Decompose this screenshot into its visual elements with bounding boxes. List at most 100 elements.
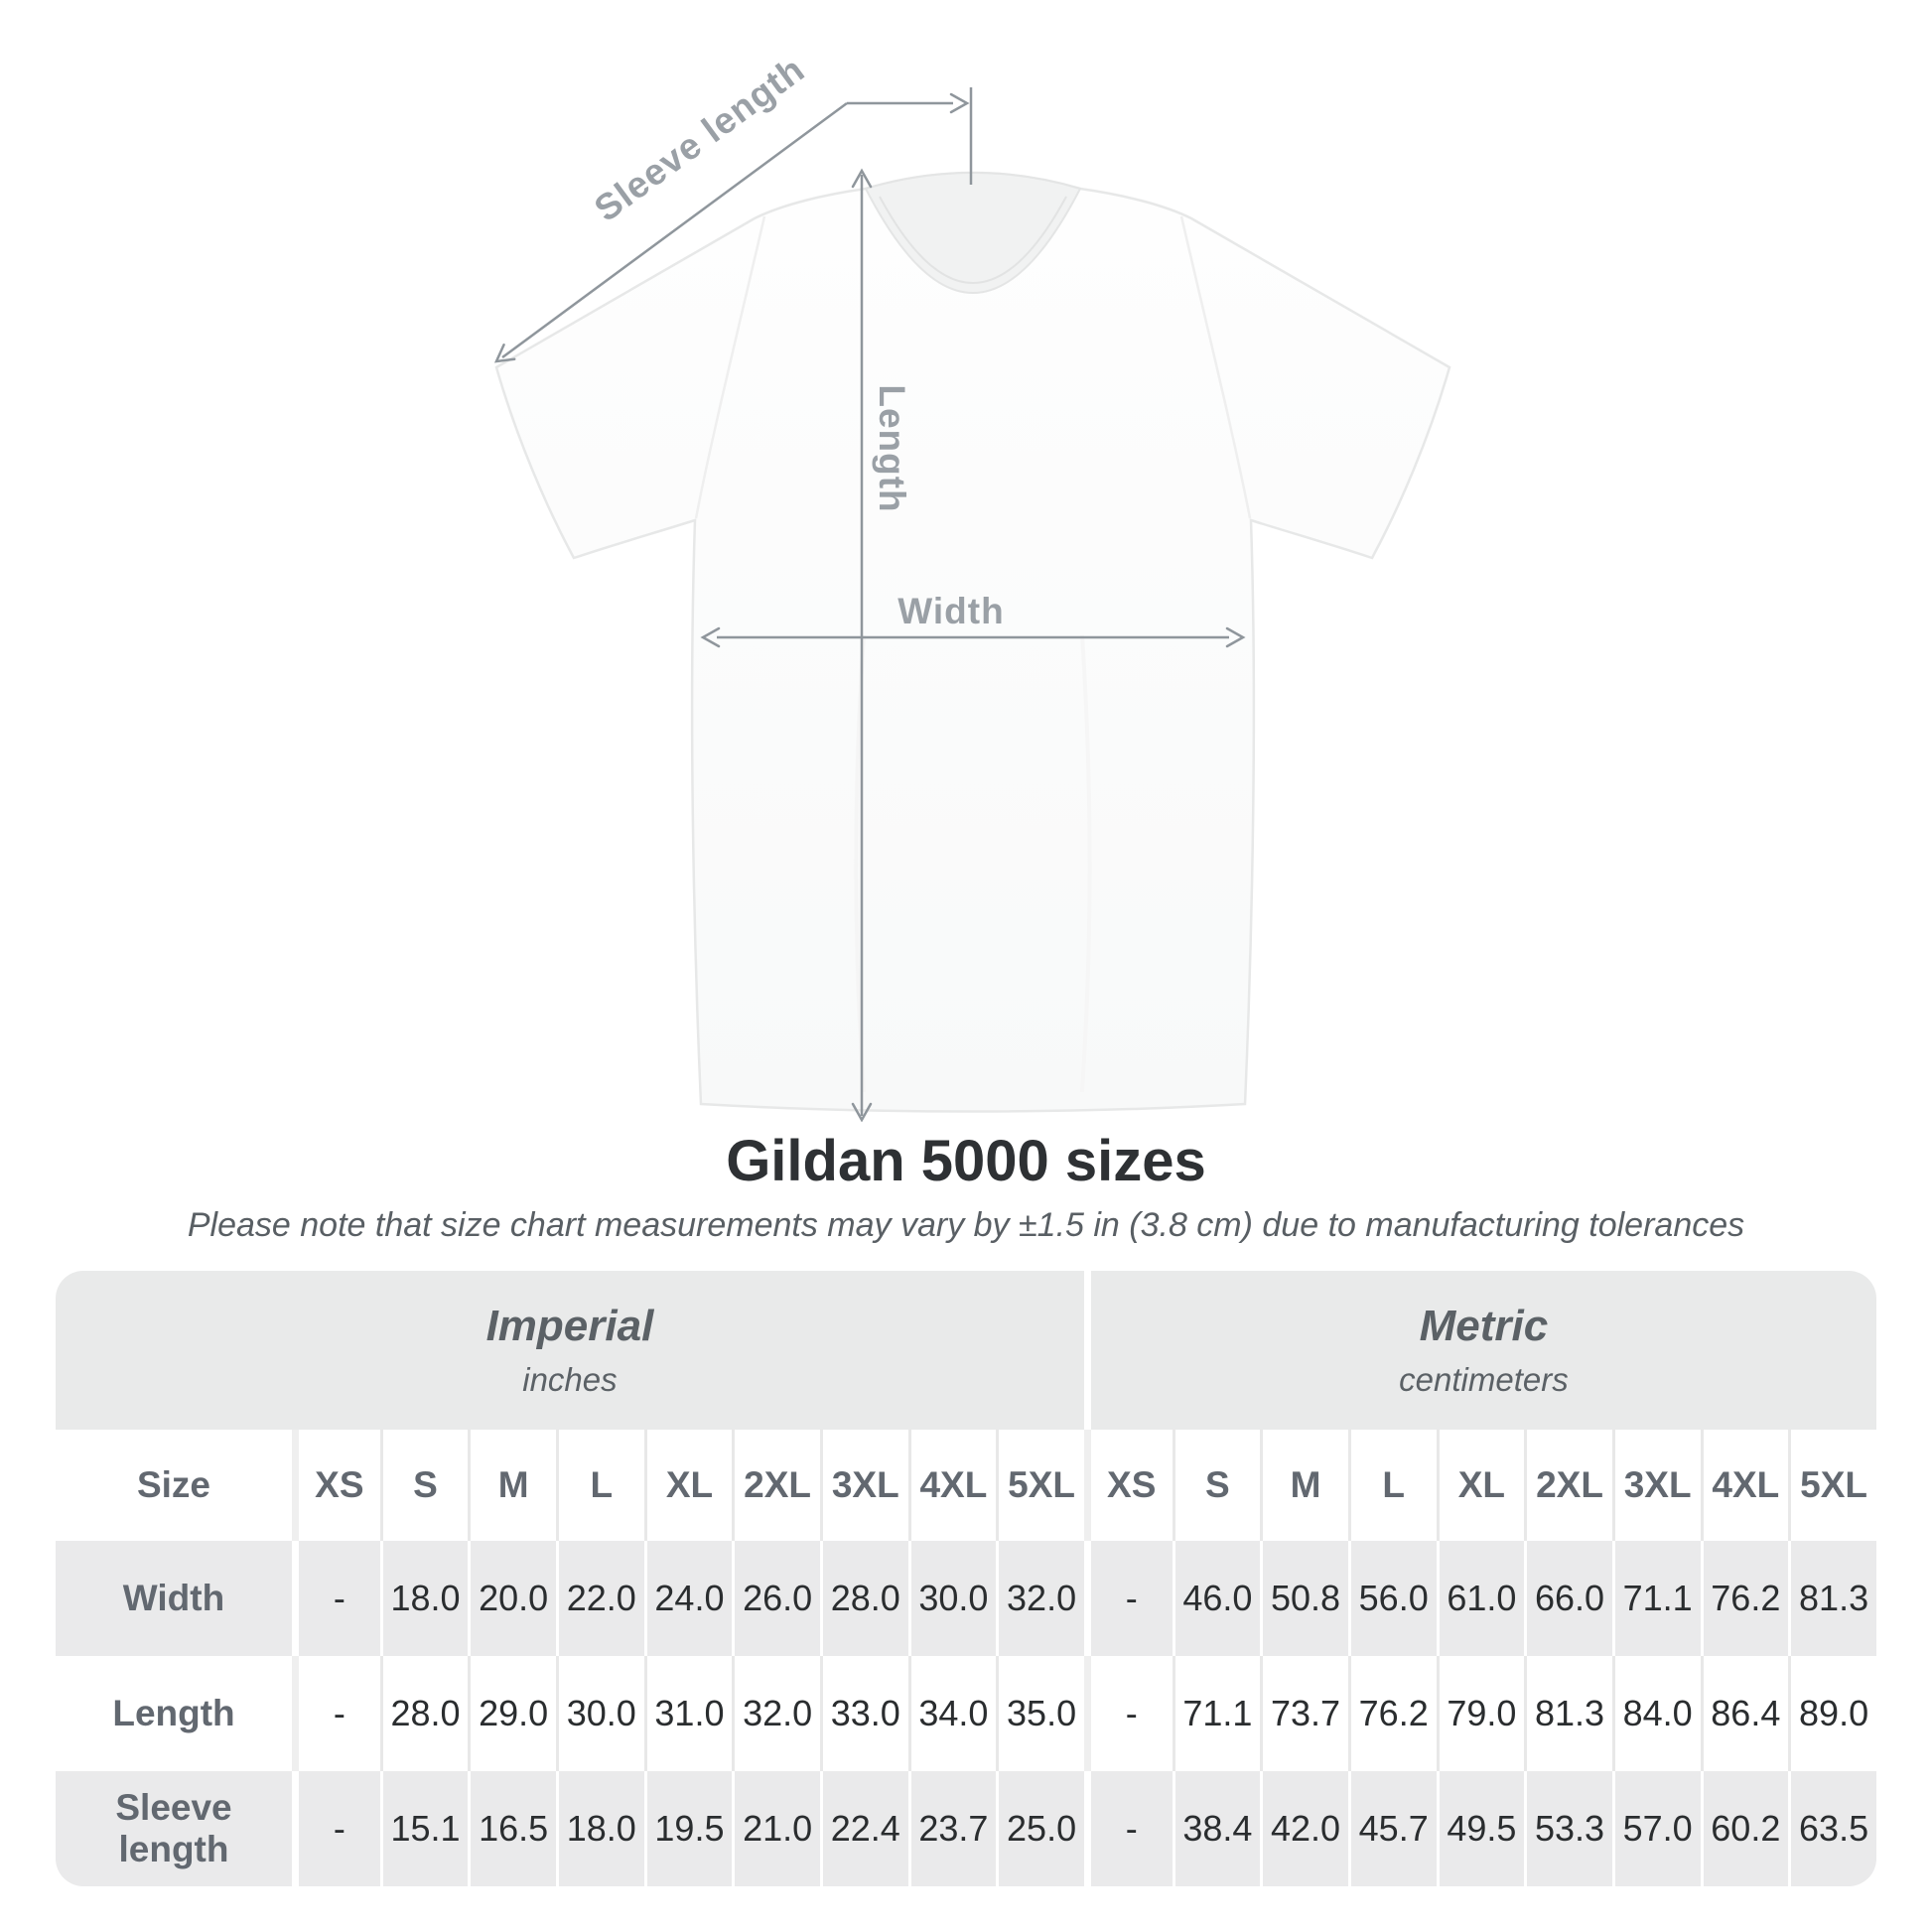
tshirt-body <box>494 171 1451 1113</box>
page-title: Gildan 5000 sizes <box>726 1129 1206 1193</box>
table-cell: 31.0 <box>643 1656 733 1771</box>
size-header-cell: 5XL <box>996 1430 1084 1541</box>
table-cell: 56.0 <box>1347 1541 1437 1656</box>
table-cell: 76.2 <box>1700 1541 1789 1656</box>
table-cell: 29.0 <box>468 1656 556 1771</box>
table-cell: 22.0 <box>555 1541 644 1656</box>
sleeve-measure-diagonal <box>501 101 848 359</box>
table-cell: 81.3 <box>1524 1656 1612 1771</box>
table-cell: 49.5 <box>1436 1771 1525 1886</box>
arrow-down-icon <box>851 1102 873 1122</box>
table-cell: 32.0 <box>732 1656 820 1771</box>
table-cell: - <box>292 1541 380 1656</box>
fabric-fold <box>1080 634 1092 1093</box>
arrow-right-icon <box>1225 626 1246 648</box>
size-header-cell: 3XL <box>1611 1430 1701 1541</box>
table-cell: 28.0 <box>379 1656 469 1771</box>
imperial-group-header: Imperial inches <box>56 1271 1084 1430</box>
table-cell: 53.3 <box>1524 1771 1612 1886</box>
length-row: Length - 28.0 29.0 30.0 31.0 32.0 33.0 3… <box>56 1656 1876 1771</box>
metric-group-header: Metric centimeters <box>1083 1271 1876 1430</box>
size-header-cell: L <box>555 1430 644 1541</box>
table-cell: 38.4 <box>1172 1771 1261 1886</box>
size-header-cell: 2XL <box>1524 1430 1612 1541</box>
row-label: Length <box>56 1656 292 1771</box>
width-measure: Width <box>700 591 1246 648</box>
table-cell: 18.0 <box>379 1541 469 1656</box>
table-cell: 21.0 <box>732 1771 820 1886</box>
table-cell: 30.0 <box>907 1541 997 1656</box>
arrow-up-icon <box>851 168 873 189</box>
table-cell: 32.0 <box>996 1541 1084 1656</box>
table-cell: 23.7 <box>907 1771 997 1886</box>
table-cell: 25.0 <box>996 1771 1084 1886</box>
table-cell: - <box>1083 1771 1173 1886</box>
size-header-cell: XS <box>1083 1430 1173 1541</box>
table-cell: 34.0 <box>907 1656 997 1771</box>
row-label: Sleeve length <box>56 1771 292 1886</box>
size-header-cell: XS <box>292 1430 380 1541</box>
table-cell: 86.4 <box>1700 1656 1789 1771</box>
table-cell: 46.0 <box>1172 1541 1261 1656</box>
arrow-right-icon <box>949 92 970 114</box>
length-label: Length <box>872 384 912 512</box>
size-header-cell: S <box>379 1430 469 1541</box>
table-cell: 76.2 <box>1347 1656 1437 1771</box>
table-cell: 84.0 <box>1611 1656 1701 1771</box>
size-column-header: Size <box>56 1430 292 1541</box>
size-header-cell: M <box>468 1430 556 1541</box>
table-cell: 63.5 <box>1788 1771 1876 1886</box>
table-cell: - <box>1083 1656 1173 1771</box>
metric-group-unit: centimeters <box>1399 1361 1569 1398</box>
sleeve-length-row: Sleeve length - 15.1 16.5 18.0 19.5 21.0… <box>56 1771 1876 1886</box>
table-cell: 28.0 <box>819 1541 908 1656</box>
size-header-cell: XL <box>643 1430 733 1541</box>
size-header-cell: L <box>1347 1430 1437 1541</box>
collar-rib-seam <box>879 196 1067 284</box>
tshirt-graphic <box>494 171 1451 1113</box>
table-cell: 61.0 <box>1436 1541 1525 1656</box>
table-cell: 71.1 <box>1172 1656 1261 1771</box>
table-cell: 15.1 <box>379 1771 469 1886</box>
table-cell: 50.8 <box>1260 1541 1348 1656</box>
table-cell: - <box>292 1771 380 1886</box>
table-cell: 22.4 <box>819 1771 908 1886</box>
imperial-group-name: Imperial <box>485 1302 654 1350</box>
table-cell: 42.0 <box>1260 1771 1348 1886</box>
left-sleeve-seam <box>694 215 766 519</box>
size-header-cell: XL <box>1436 1430 1525 1541</box>
arrow-left-icon <box>700 626 721 648</box>
row-label: Width <box>56 1541 292 1656</box>
table-cell: 60.2 <box>1700 1771 1789 1886</box>
table-cell: 45.7 <box>1347 1771 1437 1886</box>
width-label: Width <box>897 591 1004 631</box>
table-cell: 30.0 <box>555 1656 644 1771</box>
table-cell: 20.0 <box>468 1541 556 1656</box>
table-cell: 57.0 <box>1611 1771 1701 1886</box>
table-cell: 19.5 <box>643 1771 733 1886</box>
size-header-cell: 4XL <box>1700 1430 1789 1541</box>
table-cell: 18.0 <box>555 1771 644 1886</box>
unit-group-row: Imperial inches Metric centimeters <box>56 1271 1876 1430</box>
table-cell: 16.5 <box>468 1771 556 1886</box>
tshirt-collar <box>864 172 1082 294</box>
size-header-cell: 4XL <box>907 1430 997 1541</box>
table-cell: 33.0 <box>819 1656 908 1771</box>
width-row: Width - 18.0 20.0 22.0 24.0 26.0 28.0 30… <box>56 1541 1876 1656</box>
tolerance-note: Please note that size chart measurements… <box>187 1206 1745 1244</box>
table-cell: - <box>1083 1541 1173 1656</box>
size-header-cell: 3XL <box>819 1430 908 1541</box>
size-chart-table: Imperial inches Metric centimeters Size … <box>56 1271 1876 1886</box>
size-header-row: Size XS S M L XL 2XL 3XL 4XL 5XL XS S M … <box>56 1430 1876 1541</box>
table-cell: 35.0 <box>996 1656 1084 1771</box>
size-header-cell: S <box>1172 1430 1261 1541</box>
imperial-group-unit: inches <box>522 1361 618 1398</box>
metric-group-name: Metric <box>1419 1302 1549 1350</box>
table-cell: - <box>292 1656 380 1771</box>
table-cell: 89.0 <box>1788 1656 1876 1771</box>
arrow-diagonal-icon <box>493 344 516 363</box>
length-measure: Length <box>851 168 912 1122</box>
tshirt-measurement-diagram: Sleeve length Length Width <box>493 49 1451 1122</box>
table-cell: 81.3 <box>1788 1541 1876 1656</box>
